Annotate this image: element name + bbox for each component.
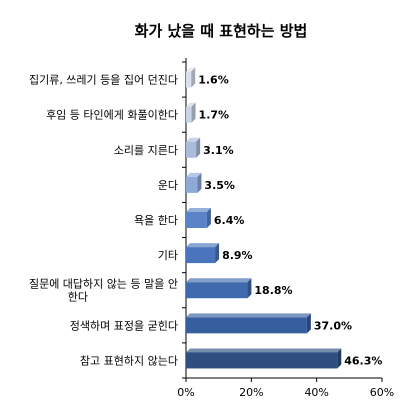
bar-end-face: [247, 278, 252, 299]
bar-top-face: [186, 348, 342, 353]
bar-top-face: [186, 243, 220, 248]
category-label: 정색하며 표정을 굳힌다: [70, 318, 178, 332]
bar-top-face: [186, 172, 202, 177]
x-tick-label: 40%: [304, 386, 328, 399]
data-label: 8.9%: [222, 249, 253, 262]
bar: [186, 247, 216, 264]
bar: [186, 352, 338, 369]
category-label: 기타: [158, 249, 178, 262]
data-label: 18.8%: [254, 284, 292, 297]
category-label: 참고 표현하지 않는다: [80, 353, 178, 367]
data-label: 3.5%: [204, 179, 235, 192]
category-label: 소리를 지른다: [114, 144, 178, 157]
x-tick-label: 0%: [177, 386, 194, 399]
category-label: 집기류, 쓰레기 등을 집어 던진다: [29, 74, 178, 87]
bar-end-face: [215, 243, 220, 264]
bar-end-face: [337, 348, 342, 369]
category-label: 욕을 한다: [134, 214, 178, 227]
category-label: 후임 등 타인에게 화풀이한다: [46, 109, 178, 122]
data-label: 37.0%: [314, 319, 352, 332]
category-label: 질문에 대답하지 않는 등 말을 안 한다: [29, 277, 178, 304]
data-label: 6.4%: [214, 214, 245, 227]
category-label: 운다: [158, 179, 178, 192]
bar-top-face: [186, 67, 196, 72]
plot-area: 0% 20% 40% 60% 집기류, 쓰레기 등을 집어 던진다 1.6% 후임 등 타인…: [29, 58, 394, 399]
bar: [186, 141, 197, 158]
chart-title: 화가 났을 때 표현하는 방법: [135, 22, 308, 40]
bar-end-face: [196, 137, 201, 158]
bar-end-face: [191, 67, 196, 88]
bar-top-face: [186, 208, 211, 212]
data-label: 1.6%: [198, 74, 229, 87]
bar-top-face: [186, 102, 196, 107]
bar-top-face: [186, 313, 311, 318]
bar-end-face: [206, 208, 211, 228]
bar: [186, 106, 192, 123]
bar-top-face: [186, 137, 201, 142]
bar: [186, 71, 192, 88]
bar-end-face: [197, 172, 202, 193]
data-label: 1.7%: [199, 109, 230, 122]
data-label: 3.1%: [203, 144, 234, 157]
x-tick-label: 60%: [370, 386, 394, 399]
bar-end-face: [191, 102, 196, 123]
bar: [186, 317, 307, 334]
bar-end-face: [306, 313, 311, 334]
x-tick-label: 20%: [239, 386, 263, 399]
bar: [186, 176, 198, 193]
bar-top-face: [186, 278, 252, 283]
bar: [186, 212, 207, 228]
data-label: 46.3%: [344, 354, 382, 367]
bar: [186, 282, 248, 299]
